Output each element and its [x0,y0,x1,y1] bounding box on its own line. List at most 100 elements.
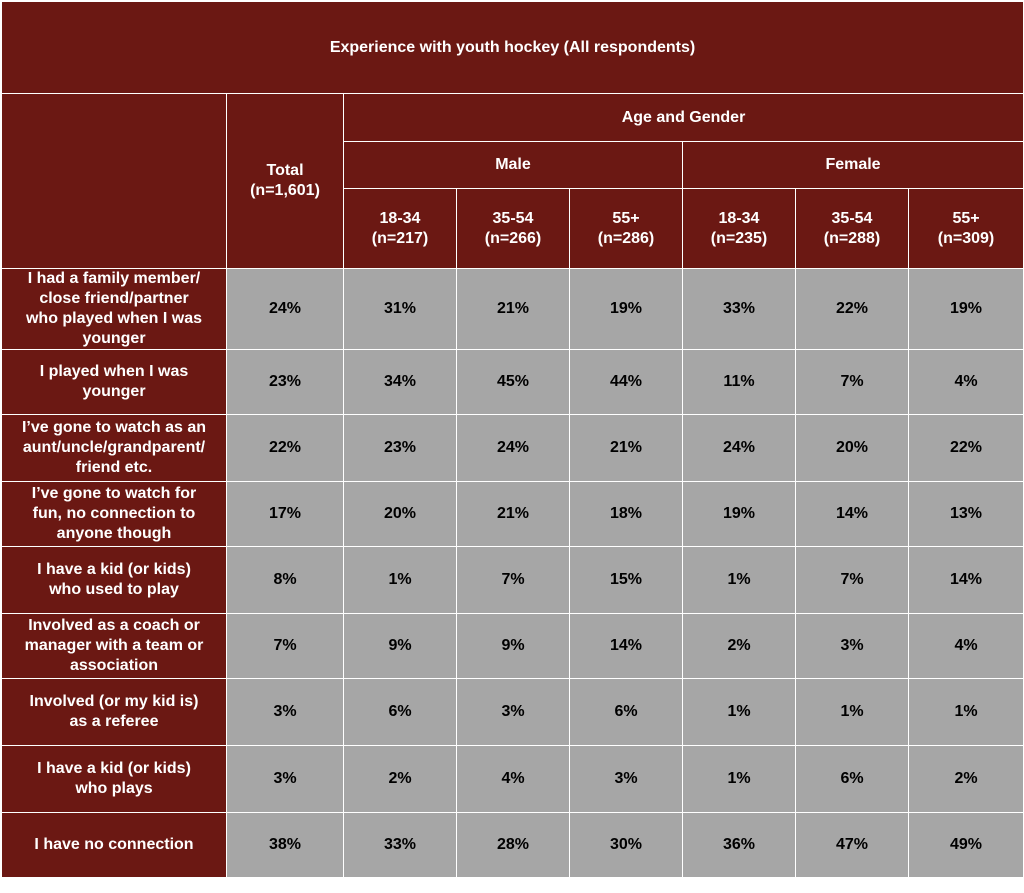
value-cell: 31% [343,268,457,350]
table-row: Involved as a coach or manager with a tea… [1,613,1024,679]
value-cell: 3% [569,745,683,813]
value-cell: 19% [569,268,683,350]
value-cell: 21% [569,414,683,482]
row-label-line: who plays [75,780,153,797]
total-header-n: (n=1,601) [250,182,320,199]
row-label-line: manager with a team or [24,637,204,654]
value-cell: 18% [569,481,683,547]
age-gender-header: Age and Gender [342,93,1024,142]
row-label-line: friend etc. [75,459,153,476]
column-age-label: 18-34 [379,209,421,227]
total-value-cell: 7% [226,613,344,679]
value-cell: 6% [795,745,909,813]
row-label-line: younger [82,383,146,400]
value-cell: 23% [343,414,457,482]
value-cell: 9% [456,613,570,679]
row-label-line: I have a kid (or kids) [37,760,191,777]
value-cell: 33% [343,812,457,878]
value-cell: 19% [907,268,1024,350]
value-cell: 21% [456,481,570,547]
total-value-cell: 8% [226,546,344,614]
row-label-line: who played when I was [25,310,203,327]
value-cell: 20% [343,481,457,547]
total-value-cell: 3% [226,678,344,746]
total-value-cell: 23% [226,349,344,415]
row-label-line: association [69,657,159,674]
value-cell: 15% [569,546,683,614]
value-cell: 3% [456,678,570,746]
value-cell: 30% [569,812,683,878]
value-cell: 28% [456,812,570,878]
total-value-cell: 3% [226,745,344,813]
total-header-label: Total [266,162,304,179]
column-n-label: (n=286) [597,229,655,247]
value-cell: 1% [343,546,457,614]
row-label: I have a kid (or kids) who plays [1,745,227,813]
value-cell: 49% [907,812,1024,878]
value-cell: 14% [569,613,683,679]
row-label-header [1,93,227,269]
row-label-line: I’ve gone to watch as an [21,419,207,436]
value-cell: 4% [907,349,1024,415]
value-cell: 11% [682,349,796,415]
row-label: I had a family member/close friend/partn… [1,268,227,350]
total-value-cell: 38% [226,812,344,878]
column-age-label: 35-54 [492,209,534,227]
row-label-line: Involved (or my kid is) [29,693,199,710]
column-n-label: (n=266) [484,229,542,247]
value-cell: 2% [907,745,1024,813]
table-row: I’ve gone to watch for fun, no connection… [1,481,1024,547]
table-row: I have a kid (or kids) who plays 3% 2% 4% 3% 1… [1,745,1024,813]
value-cell: 22% [907,414,1024,482]
table-row: I’ve gone to watch as an aunt/uncle/grand… [1,414,1024,482]
value-cell: 33% [682,268,796,350]
column-n-label: (n=217) [371,229,429,247]
value-cell: 4% [456,745,570,813]
table-title: Experience with youth hockey (All respon… [0,1,1024,94]
row-label-line: close friend/partner [39,290,189,307]
column-header-3: 18-34 (n=235) [682,188,796,269]
row-label-line: I have a kid (or kids) [37,561,191,578]
column-n-label: (n=309) [937,229,995,247]
value-cell: 7% [456,546,570,614]
row-label: I have no connection [1,812,227,878]
value-cell: 19% [682,481,796,547]
column-n-label: (n=235) [710,229,768,247]
row-label-line: younger [82,330,146,347]
value-cell: 24% [682,414,796,482]
row-label: I’ve gone to watch as an aunt/uncle/grand… [1,414,227,482]
value-cell: 6% [569,678,683,746]
value-cell: 14% [907,546,1024,614]
table-row: Involved (or my kid is) as a referee 3% 6% 3… [1,678,1024,746]
row-label-line: as a referee [69,713,159,730]
value-cell: 14% [795,481,909,547]
value-cell: 3% [795,613,909,679]
row-label-line: anyone though [56,525,172,542]
row-label-line: Involved as a coach or [28,617,200,634]
value-cell: 2% [343,745,457,813]
table-row: I had a family member/close friend/partn… [1,268,1024,350]
value-cell: 45% [456,349,570,415]
total-header: Total (n=1,601) [226,93,344,269]
column-header-0: 18-34 (n=217) [343,188,457,269]
row-label: Involved (or my kid is) as a referee [1,678,227,746]
row-label: Involved as a coach or manager with a tea… [1,613,227,679]
value-cell: 4% [907,613,1024,679]
row-label-line: I played when I was [39,363,189,380]
value-cell: 22% [795,268,909,350]
value-cell: 1% [907,678,1024,746]
table-row: I have no connection 38% 33% 28% 30% 36% 47% 49… [1,812,1024,878]
value-cell: 1% [682,678,796,746]
value-cell: 21% [456,268,570,350]
total-value-cell: 24% [226,268,344,350]
value-cell: 47% [795,812,909,878]
value-cell: 2% [682,613,796,679]
table-row: I have a kid (or kids) who used to play 8%… [1,546,1024,614]
table-row: I played when I was younger 23% 34% 45% 44% 11… [1,349,1024,415]
value-cell: 1% [795,678,909,746]
row-label-line: I have no connection [34,836,194,853]
value-cell: 34% [343,349,457,415]
value-cell: 6% [343,678,457,746]
